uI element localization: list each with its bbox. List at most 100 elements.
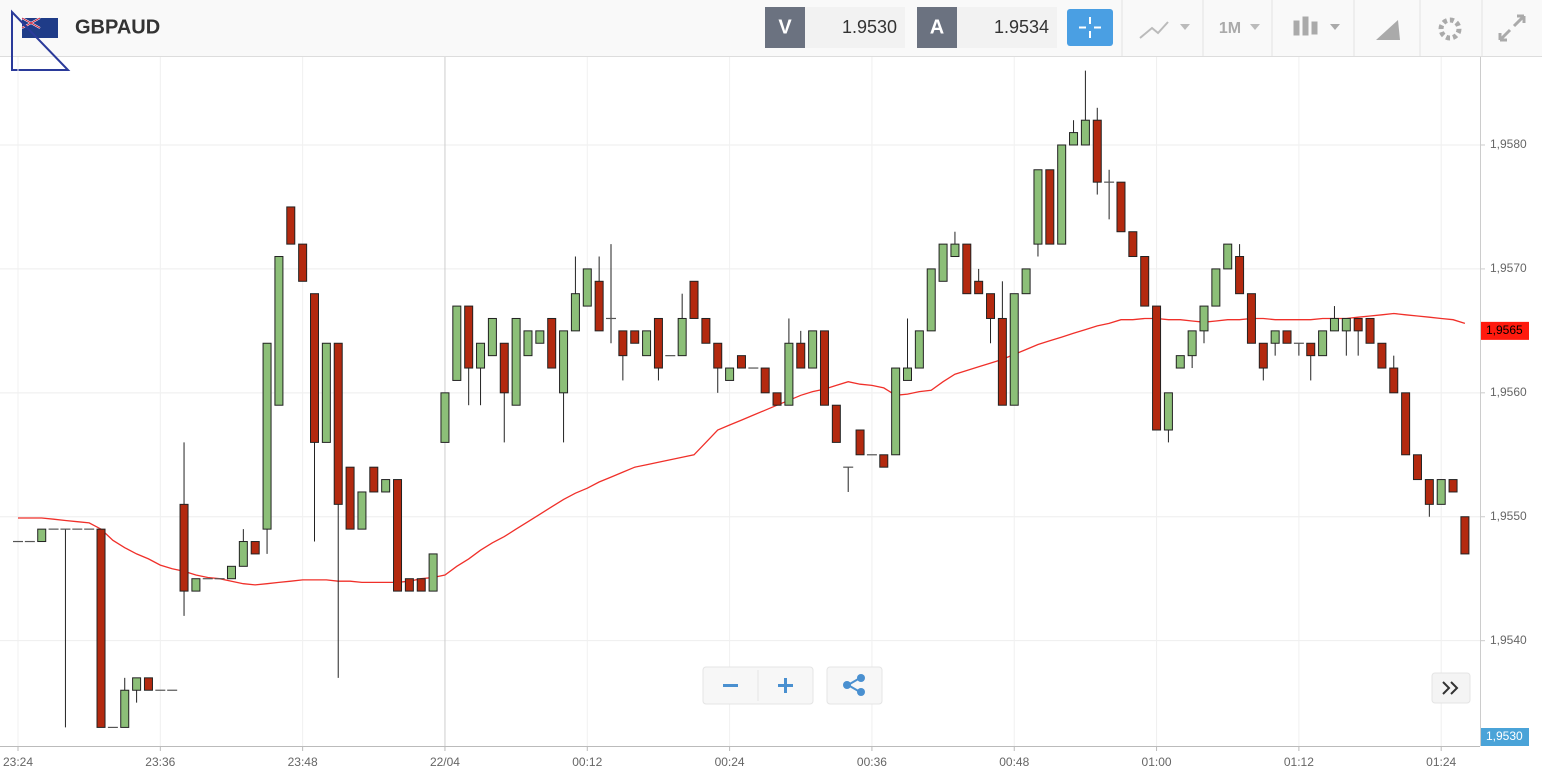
y-tick-label: 1,9570 — [1490, 261, 1527, 275]
chart-type-button[interactable] — [1293, 16, 1340, 36]
grid — [0, 57, 1485, 751]
candle-body — [760, 367, 770, 394]
candle-body — [1460, 516, 1470, 555]
bid-badge — [765, 7, 805, 48]
candle-body — [1258, 342, 1268, 369]
candle-body — [914, 330, 924, 369]
candle-body — [986, 293, 996, 319]
candle-body — [1282, 330, 1292, 344]
y-tick-label: 1,9580 — [1490, 137, 1527, 151]
candle-body — [523, 330, 533, 357]
candle-body — [37, 528, 47, 543]
candle-body — [772, 392, 782, 406]
ma-last-badge — [1481, 321, 1529, 340]
x-tick-label: 23:48 — [288, 755, 318, 769]
candle-body — [701, 317, 711, 344]
plot — [13, 70, 1470, 729]
candle-body — [1329, 317, 1339, 332]
candle-body — [879, 454, 889, 468]
candle-body — [321, 342, 331, 443]
x-tick-label: 00:24 — [715, 755, 745, 769]
candle-body — [476, 342, 486, 369]
x-tick-label: 23:24 — [3, 755, 33, 769]
bid-label: V — [778, 16, 792, 38]
candle-body — [238, 541, 248, 567]
candle-body — [903, 367, 912, 381]
candle-body — [416, 578, 426, 592]
bid-box[interactable] — [805, 7, 905, 48]
ask-label: A — [930, 16, 944, 38]
x-tick-label: 00:36 — [857, 755, 887, 769]
candle-body — [1211, 268, 1221, 307]
ma-last-label: 1,9565 — [1486, 323, 1523, 337]
candle-body — [808, 330, 818, 369]
ask-box[interactable] — [957, 7, 1057, 48]
candle-body — [1069, 132, 1079, 146]
selection-outline — [11, 9, 71, 71]
candle-body — [369, 466, 379, 493]
candle-body — [1401, 392, 1411, 456]
candle-body — [452, 305, 462, 381]
candle-body — [891, 367, 901, 456]
candle-body — [1199, 305, 1209, 332]
candle-body — [831, 404, 841, 443]
candle-body — [1080, 119, 1090, 146]
crosshair-button[interactable] — [1067, 9, 1113, 46]
candle-body — [393, 479, 403, 592]
candle-body — [653, 317, 663, 369]
candle-body — [618, 330, 628, 357]
candle-body — [1033, 169, 1043, 245]
candle-body — [226, 565, 236, 580]
x-tick-label: 01:24 — [1426, 755, 1456, 769]
candle-body — [1424, 479, 1434, 505]
symbol: GBPAUD — [75, 16, 160, 38]
ask-value: 1.9534 — [994, 17, 1049, 37]
x-tick-label: 23:36 — [145, 755, 175, 769]
moving-average — [18, 312, 1466, 586]
candle-body — [1436, 479, 1446, 505]
zoom-in[interactable] — [778, 678, 793, 693]
candle-body — [1163, 392, 1173, 431]
indicator-button[interactable] — [1139, 21, 1190, 39]
x-tick-label: 00:48 — [999, 755, 1029, 769]
candle-body — [1128, 231, 1138, 258]
candle-body — [1270, 330, 1280, 344]
x-tick-label: 22/04 — [430, 755, 460, 769]
fullscreen-button[interactable] — [1498, 14, 1526, 42]
candle-body — [440, 392, 450, 443]
candle-body — [1318, 330, 1328, 357]
candle-body — [855, 429, 865, 456]
draw-button[interactable] — [1376, 20, 1400, 40]
candle-body — [1377, 342, 1387, 369]
share-button[interactable] — [826, 666, 883, 705]
settings-button[interactable] — [1438, 17, 1462, 41]
candle-body — [1045, 169, 1055, 245]
candle-body — [120, 689, 130, 728]
candle-body — [298, 243, 308, 282]
candle-body — [357, 491, 367, 530]
y-tick-label: 1,9540 — [1490, 633, 1527, 647]
bid-value: 1.9530 — [842, 17, 897, 37]
ask-badge — [917, 7, 957, 48]
toolbar-separators — [1121, 0, 1483, 56]
candle-body — [642, 330, 652, 357]
candle-body — [1175, 355, 1185, 369]
candle-body — [1365, 317, 1375, 344]
candle-body — [1223, 243, 1233, 270]
candle-body — [1306, 342, 1316, 357]
candle-body — [997, 317, 1007, 406]
candle-body — [511, 317, 521, 406]
interval[interactable]: 1M — [1219, 20, 1241, 37]
candle-body — [1021, 268, 1031, 295]
candle-body — [250, 541, 260, 555]
candle-body — [96, 528, 106, 728]
candle-body — [962, 243, 972, 295]
candle-body — [381, 479, 391, 493]
candle-body — [1448, 479, 1458, 493]
candle-body — [143, 677, 153, 691]
scroll-right-button[interactable] — [1431, 672, 1471, 704]
candle-body — [559, 330, 569, 394]
candle-body — [1140, 256, 1150, 307]
